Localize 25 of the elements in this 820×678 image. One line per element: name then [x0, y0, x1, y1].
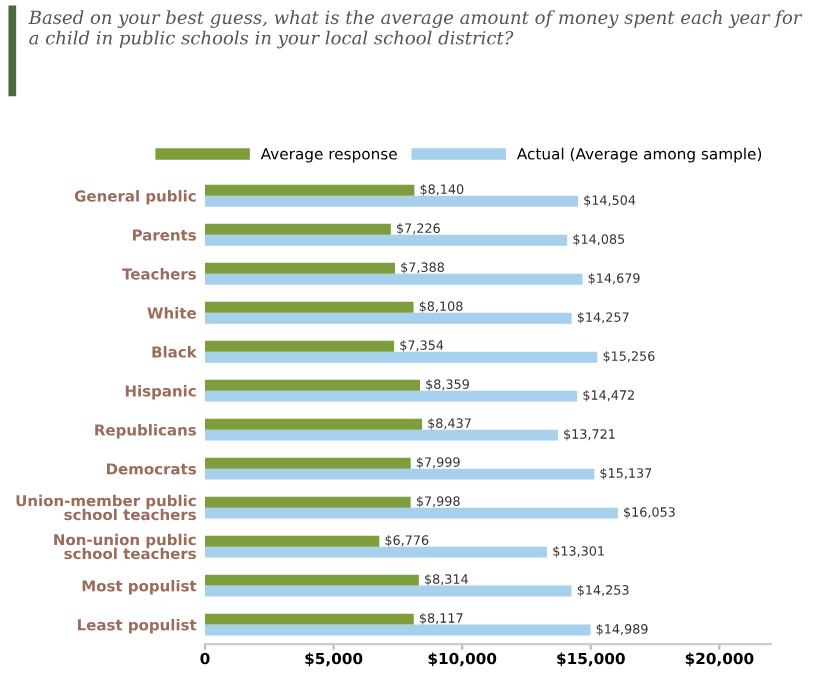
bar	[205, 574, 419, 586]
chart-title: Based on your best guess, what is the average amount of money spent each year for a child in public schools in your local school district?	[28, 10, 803, 49]
bar	[205, 535, 380, 547]
bar	[205, 223, 391, 235]
bar	[205, 390, 578, 402]
bar	[205, 312, 572, 324]
bar	[205, 546, 548, 558]
bar	[205, 624, 591, 636]
bar	[205, 418, 422, 430]
bar	[205, 457, 411, 469]
bar	[205, 379, 420, 391]
bar	[205, 351, 598, 363]
bar	[205, 273, 583, 285]
bar	[205, 613, 414, 625]
bar	[205, 585, 572, 597]
bar	[205, 496, 411, 508]
bar	[205, 195, 579, 207]
bar	[205, 340, 395, 352]
bar	[205, 234, 568, 246]
bar	[205, 301, 414, 313]
bar	[205, 507, 618, 519]
bar	[205, 262, 396, 274]
bar	[205, 184, 415, 196]
bar	[205, 429, 558, 441]
bar	[205, 468, 595, 480]
